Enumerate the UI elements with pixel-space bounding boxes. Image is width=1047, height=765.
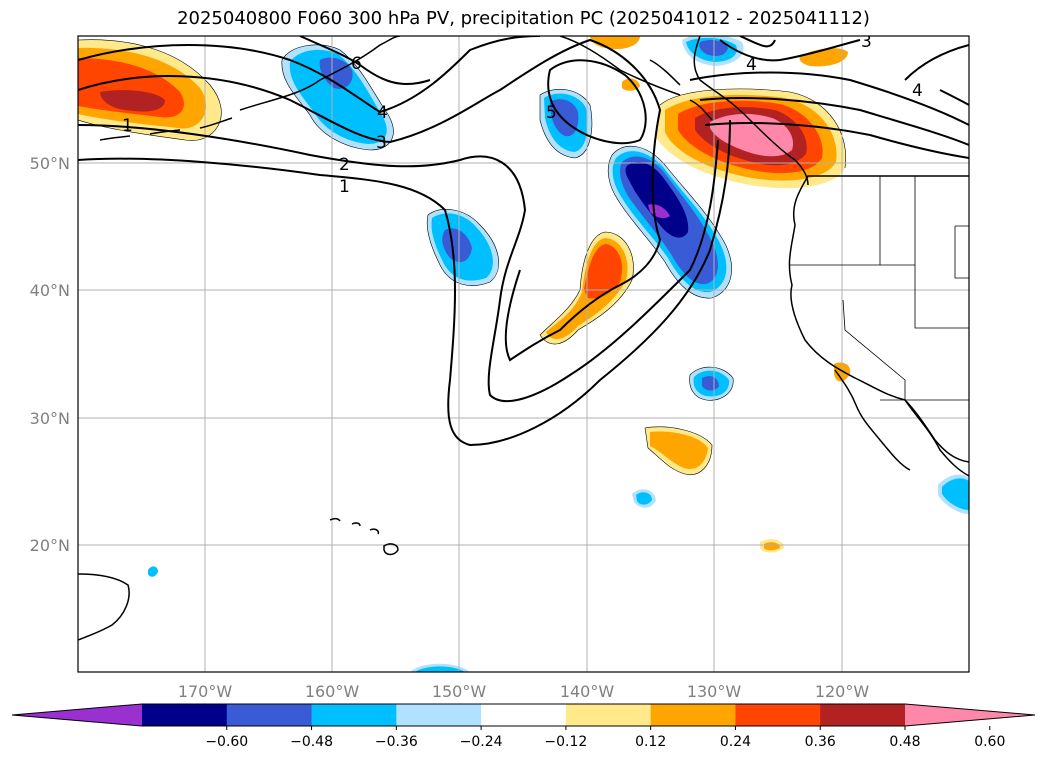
pv-contour-3 xyxy=(78,38,662,362)
precip-negative-aleutian xyxy=(289,49,387,144)
precip-positive-nw xyxy=(100,90,165,112)
pv-contour-4 xyxy=(78,36,541,114)
precip-positive-small xyxy=(764,542,780,551)
pv-contour-ne xyxy=(904,44,969,81)
colorbar-swatch xyxy=(565,704,652,726)
precip-negative-central xyxy=(442,228,472,263)
colorbar-swatch xyxy=(650,704,736,726)
pv-contour-east xyxy=(704,122,969,159)
colorbar-swatch xyxy=(820,704,906,726)
hawaii-islands xyxy=(329,517,399,556)
pv-label: 3 xyxy=(376,133,387,153)
precip-negative-small xyxy=(148,566,158,577)
pv-label: 4 xyxy=(377,103,388,123)
pv-contour-ne xyxy=(719,39,861,62)
pv-label: 1 xyxy=(339,177,350,197)
pv-label: 4 xyxy=(746,55,757,75)
lat-tick-label: 30°N xyxy=(30,409,70,428)
colorbar-tick-label: 0.36 xyxy=(805,734,836,750)
colorbar-swatch xyxy=(396,704,482,726)
graticule xyxy=(78,36,969,672)
aleutian-islands xyxy=(99,117,233,141)
precip-positive-central xyxy=(584,244,623,299)
precip-positive-south xyxy=(650,431,708,470)
colorbar-swatch xyxy=(481,704,567,726)
pv-label: 5 xyxy=(546,103,557,123)
lon-tick-labels: 170°W 160°W 150°W 140°W 130°W 120°W xyxy=(178,682,870,701)
precip-negative-aleutian xyxy=(319,57,353,89)
pv-contours xyxy=(78,36,969,447)
asia-coast xyxy=(78,573,130,641)
colorbar-tick-label: −0.60 xyxy=(205,734,248,750)
lon-tick-label: 120°W xyxy=(815,682,870,701)
north-america-coast xyxy=(693,36,809,186)
pv-contour-ne xyxy=(939,89,969,106)
lon-tick-label: 150°W xyxy=(432,682,487,701)
colorbar-swatch xyxy=(735,704,821,726)
alaska-coast xyxy=(239,36,401,111)
precip-negative-small xyxy=(415,666,465,672)
precip-negative-small xyxy=(702,376,719,391)
colorbar-tick-label: 0.48 xyxy=(889,734,920,750)
pv-contour-6 xyxy=(299,36,431,85)
pv-label: 4 xyxy=(912,81,923,101)
colorbar-tick-label: 0.60 xyxy=(974,734,1005,750)
lat-tick-label: 40°N xyxy=(30,281,70,300)
pv-contour-ne xyxy=(739,36,776,48)
pv-contour-2 xyxy=(78,124,719,403)
pv-label: 2 xyxy=(339,155,350,175)
colorbar-tick-label: 0.24 xyxy=(720,734,751,750)
colorbar-tick-label: −0.36 xyxy=(375,734,418,750)
colorbar-tick-label: −0.24 xyxy=(460,734,503,750)
pv-contour-east xyxy=(699,97,969,146)
pv-contour-labels: 1 1 2 3 3 4 4 4 5 6 xyxy=(122,32,923,197)
precip-negative-small xyxy=(636,492,652,505)
colorbar-extend-low xyxy=(12,704,142,726)
colorbar-tick-label: 0.12 xyxy=(635,734,666,750)
map-frame xyxy=(77,35,970,673)
lat-tick-label: 50°N xyxy=(30,154,70,173)
colorbar-outline xyxy=(11,703,1036,727)
colorbar-tick-label: −0.12 xyxy=(544,734,587,750)
colorbar-extend-high xyxy=(905,704,1035,726)
baja-coast xyxy=(834,369,911,471)
pv-contour-5 xyxy=(547,59,647,145)
pv-contour-1 xyxy=(78,119,731,447)
bc-islands xyxy=(649,59,713,121)
lon-tick-label: 130°W xyxy=(687,682,742,701)
colorbar-swatch xyxy=(311,704,397,726)
coastlines xyxy=(78,36,969,641)
precip-negative-oregon xyxy=(625,162,689,238)
pv-label: 3 xyxy=(861,32,872,52)
gulf-california xyxy=(904,399,969,477)
lon-tick-label: 160°W xyxy=(305,682,360,701)
pv-label: 1 xyxy=(122,116,133,136)
colorbar-swatch xyxy=(142,704,228,726)
lon-tick-label: 140°W xyxy=(560,682,615,701)
lon-tick-label: 170°W xyxy=(178,682,233,701)
alaska-coast xyxy=(559,36,681,96)
pv-label: 6 xyxy=(351,54,362,74)
political-borders xyxy=(790,175,969,401)
pv-contour-east xyxy=(689,71,969,126)
lat-tick-labels: 20°N 30°N 40°N 50°N xyxy=(30,154,70,555)
lat-tick-label: 20°N xyxy=(30,536,70,555)
colorbar: −0.60 −0.48 −0.36 −0.24 −0.12 0.12 0.24 0.36 0.4… xyxy=(11,703,1036,750)
figure-title: 2025040800 F060 300 hPa PV, precipitatio… xyxy=(177,8,870,29)
colorbar-tick-label: −0.48 xyxy=(290,734,333,750)
colorbar-swatch xyxy=(226,704,313,726)
precip-negative-small xyxy=(942,478,969,510)
